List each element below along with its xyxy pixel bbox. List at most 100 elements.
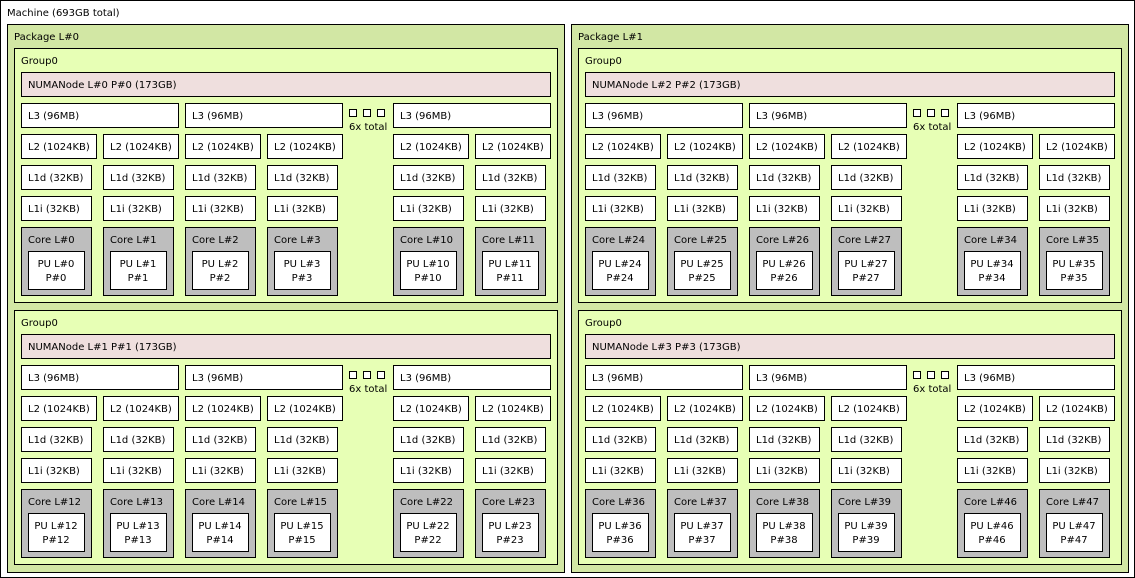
- more-indicator: [349, 109, 357, 117]
- l2-box: [585, 134, 661, 159]
- l2-box: [21, 134, 97, 159]
- pu-number: P#2: [210, 273, 231, 284]
- l1d-box: [1039, 165, 1110, 190]
- l2-label: L2 (1024KB): [192, 142, 254, 153]
- core-label: Core L#12: [28, 497, 81, 508]
- l1d-label: L1d (32KB): [964, 435, 1020, 446]
- l2-box: [831, 396, 907, 421]
- l1i-box: [267, 458, 338, 483]
- core-label: Core L#1: [110, 235, 157, 246]
- pu-label: PU L#47: [1052, 521, 1095, 532]
- l3-more-label: 6x total: [349, 122, 387, 133]
- l1d-box: [103, 165, 174, 190]
- core-label: Core L#46: [964, 497, 1017, 508]
- l2-box: [749, 134, 825, 159]
- pu-box: [674, 251, 731, 290]
- l2-label: L2 (1024KB): [192, 404, 254, 415]
- core-label: Core L#36: [592, 497, 645, 508]
- l1d-label: L1d (32KB): [482, 435, 538, 446]
- more-indicator: [377, 371, 385, 379]
- l1i-label: L1i (32KB): [400, 466, 452, 477]
- l1i-box: [1039, 458, 1110, 483]
- pu-label: PU L#11: [488, 259, 531, 270]
- pu-box: [838, 251, 895, 290]
- pu-number: P#25: [688, 273, 715, 284]
- l1i-box: [21, 196, 92, 221]
- l3-box: [749, 103, 907, 128]
- l1i-label: L1i (32KB): [964, 466, 1016, 477]
- l1i-box: [831, 458, 902, 483]
- pu-box: [192, 513, 249, 552]
- l1d-label: L1d (32KB): [192, 435, 248, 446]
- l1d-box: [21, 165, 92, 190]
- l1i-box: [103, 196, 174, 221]
- l1d-box: [185, 165, 256, 190]
- l3-box: [21, 365, 179, 390]
- pu-box: [28, 251, 85, 290]
- l1d-box: [1039, 427, 1110, 452]
- pu-number: P#22: [414, 535, 441, 546]
- numa-box: [21, 334, 551, 359]
- l3-box: [185, 365, 343, 390]
- core-label: Core L#15: [274, 497, 327, 508]
- more-indicator: [349, 371, 357, 379]
- l3-box: [393, 103, 551, 128]
- l1d-box: [831, 165, 902, 190]
- pu-label: PU L#34: [970, 259, 1013, 270]
- l2-box: [475, 134, 551, 159]
- l1i-label: L1i (32KB): [274, 466, 326, 477]
- l1i-label: L1i (32KB): [756, 204, 808, 215]
- core-label: Core L#0: [28, 235, 75, 246]
- pu-label: PU L#23: [488, 521, 531, 532]
- pu-number: P#13: [124, 535, 151, 546]
- pu-label: PU L#26: [762, 259, 805, 270]
- pu-box: [482, 513, 539, 552]
- pu-label: PU L#27: [844, 259, 887, 270]
- more-indicator: [377, 109, 385, 117]
- l2-label: L2 (1024KB): [592, 404, 654, 415]
- l1d-box: [267, 165, 338, 190]
- l1i-box: [957, 196, 1028, 221]
- l1d-box: [185, 427, 256, 452]
- more-indicator: [913, 371, 921, 379]
- l1i-label: L1i (32KB): [838, 466, 890, 477]
- l3-label: L3 (96MB): [28, 111, 79, 122]
- l1d-label: L1d (32KB): [838, 173, 894, 184]
- l1i-label: L1i (32KB): [192, 204, 244, 215]
- l3-label: L3 (96MB): [192, 373, 243, 384]
- l1d-label: L1d (32KB): [192, 173, 248, 184]
- l1i-box: [103, 458, 174, 483]
- l2-label: L2 (1024KB): [400, 404, 462, 415]
- l1i-label: L1i (32KB): [964, 204, 1016, 215]
- more-indicator: [941, 371, 949, 379]
- l2-box: [21, 396, 97, 421]
- l2-label: L2 (1024KB): [756, 142, 818, 153]
- pu-number: P#46: [978, 535, 1005, 546]
- pu-box: [592, 251, 649, 290]
- l3-box: [957, 103, 1115, 128]
- l2-box: [667, 396, 743, 421]
- l1i-label: L1i (32KB): [1046, 204, 1098, 215]
- l1d-box: [585, 165, 656, 190]
- pu-box: [964, 513, 1021, 552]
- pu-box: [1046, 251, 1103, 290]
- numa-box: [21, 72, 551, 97]
- more-indicator: [363, 109, 371, 117]
- l1d-label: L1d (32KB): [674, 173, 730, 184]
- pu-label: PU L#37: [680, 521, 723, 532]
- l2-label: L2 (1024KB): [28, 142, 90, 153]
- l2-label: L2 (1024KB): [838, 142, 900, 153]
- group-label: Group0: [585, 56, 622, 67]
- l3-label: L3 (96MB): [400, 373, 451, 384]
- l1d-box: [475, 165, 546, 190]
- l1d-box: [831, 427, 902, 452]
- pu-number: P#1: [128, 273, 149, 284]
- l1i-label: L1i (32KB): [110, 466, 162, 477]
- numa-box: [585, 334, 1115, 359]
- l1d-box: [475, 427, 546, 452]
- l1i-box: [393, 458, 464, 483]
- pu-box: [756, 513, 813, 552]
- l1d-label: L1d (32KB): [274, 435, 330, 446]
- l3-label: L3 (96MB): [964, 111, 1015, 122]
